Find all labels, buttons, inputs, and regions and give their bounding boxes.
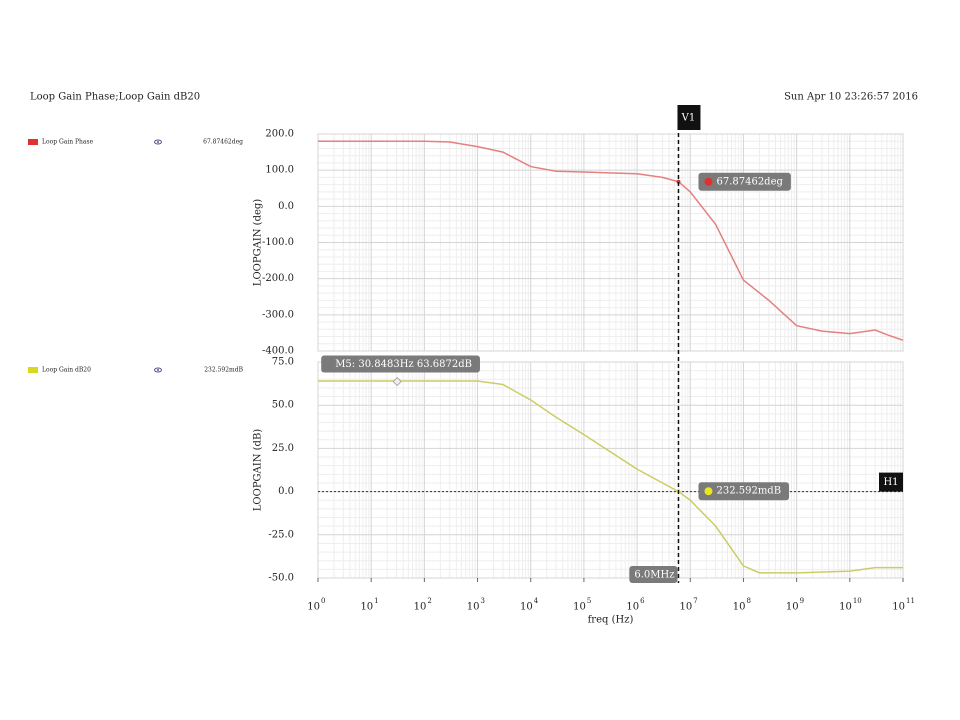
legend-eye-icon — [154, 139, 162, 145]
x-tick-exponent: 0 — [321, 597, 325, 605]
legend-swatch — [28, 139, 38, 145]
point-marker-label-box — [321, 355, 480, 373]
x-tick-label: 10 — [520, 602, 533, 613]
x-tick-label: 10 — [839, 602, 852, 613]
series-line — [318, 140, 904, 341]
y-tick-label: 100.0 — [265, 165, 294, 176]
marker-dot — [704, 177, 713, 186]
y-tick-label: 200.0 — [265, 129, 294, 140]
x-tick-exponent: 8 — [746, 597, 750, 605]
x-tick-exponent: 2 — [427, 597, 431, 605]
y-axis-label: LOOPGAIN (dB) — [253, 429, 264, 512]
v-cursor-tag — [677, 105, 701, 130]
marker-label: 67.87462deg — [716, 176, 783, 187]
y-tick-label: 25.0 — [272, 443, 294, 454]
x-tick-exponent: 11 — [906, 597, 915, 605]
x-tick-label: 10 — [733, 602, 746, 613]
x-tick-label: 10 — [786, 602, 799, 613]
y-tick-label: -50.0 — [268, 573, 294, 584]
x-tick-label: 10 — [680, 602, 693, 613]
v-cursor-value-box — [629, 566, 678, 583]
y-axis-label: LOOPGAIN (deg) — [253, 199, 264, 286]
v-cursor-value: 6.0MHz — [634, 570, 674, 581]
y-tick-label: -100.0 — [262, 237, 294, 248]
h-cursor-tag — [879, 472, 903, 492]
v-cursor-name: V1 — [681, 113, 696, 124]
x-tick-label: 10 — [573, 602, 586, 613]
y-tick-label: 0.0 — [278, 201, 294, 212]
marker-dot — [704, 487, 713, 496]
legend-swatch — [28, 367, 38, 373]
legend-value: 67.87462deg — [203, 139, 243, 146]
x-tick-label: 10 — [307, 602, 320, 613]
marker-label: 232.592mdB — [716, 486, 781, 497]
legend-value: 232.592mdB — [204, 367, 243, 374]
marker-label-box — [698, 482, 790, 501]
y-tick-label: -25.0 — [268, 529, 294, 540]
x-tick-exponent: 3 — [481, 597, 485, 605]
point-marker-label: M5: 30.8483Hz 63.6872dB — [335, 359, 472, 370]
legend-label: Loop Gain dB20 — [42, 367, 91, 374]
x-tick-exponent: 5 — [587, 597, 591, 605]
x-tick-exponent: 1 — [374, 597, 378, 605]
legend-label: Loop Gain Phase — [42, 139, 94, 146]
legend-eye-pupil — [157, 369, 159, 371]
y-tick-label: -200.0 — [262, 273, 294, 284]
h-cursor-name: H1 — [883, 477, 898, 488]
cursor-intersection — [676, 179, 681, 184]
x-tick-exponent: 4 — [534, 597, 539, 605]
y-tick-label: 75.0 — [272, 357, 294, 368]
x-tick-exponent: 9 — [800, 597, 804, 605]
date: Sun Apr 10 23:26:57 2016 — [784, 92, 918, 103]
y-tick-label: -400.0 — [262, 346, 294, 357]
y-tick-label: 50.0 — [272, 400, 294, 411]
marker-label-box — [698, 172, 791, 191]
plot-area — [317, 361, 904, 579]
y-tick-label: 0.0 — [278, 486, 294, 497]
x-tick-exponent: 7 — [693, 597, 697, 605]
x-tick-label: 10 — [892, 602, 905, 613]
x-axis-label: freq (Hz) — [588, 615, 634, 626]
x-tick-label: 10 — [467, 602, 480, 613]
legend-eye-icon — [154, 367, 162, 373]
point-marker — [392, 376, 402, 387]
x-tick-exponent: 10 — [853, 597, 862, 605]
x-tick-label: 10 — [360, 602, 373, 613]
x-tick-label: 10 — [414, 602, 427, 613]
x-tick-exponent: 6 — [640, 597, 645, 605]
y-tick-label: -300.0 — [262, 309, 294, 320]
title: Loop Gain Phase;Loop Gain dB20 — [30, 92, 200, 103]
x-tick-label: 10 — [626, 602, 639, 613]
legend-eye-pupil — [157, 141, 159, 143]
